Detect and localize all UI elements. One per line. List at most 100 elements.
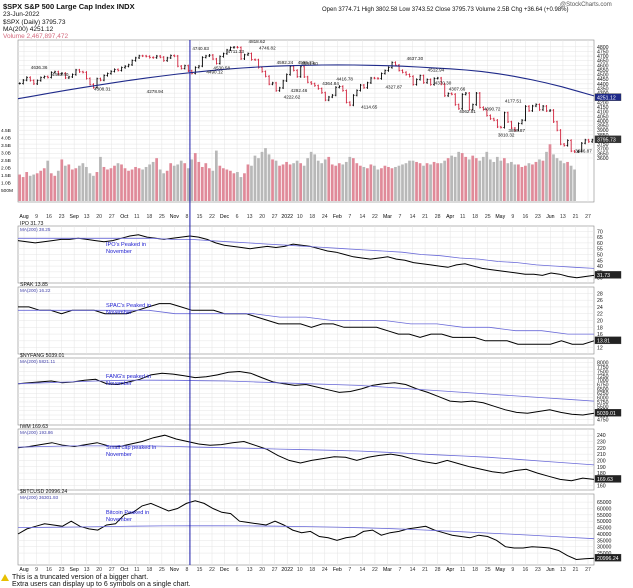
- x-tick-label-top: 27: [272, 214, 278, 220]
- x-tick-label-top: Oct: [120, 214, 129, 220]
- y-tick-label: 180: [597, 471, 606, 477]
- ipo-ma-line: [18, 237, 595, 269]
- volume-bar: [225, 169, 229, 201]
- price-label: 4062.51: [459, 109, 476, 114]
- volume-bar: [197, 161, 201, 201]
- y-tick-label: 200: [597, 458, 606, 464]
- x-tick-label-top: Apr: [446, 214, 454, 220]
- volume-bar: [78, 165, 81, 201]
- y-tick-label: 3700: [597, 147, 609, 153]
- y-tick-label: 26: [597, 298, 603, 304]
- y-tick-label: 7750: [597, 365, 609, 371]
- x-tick-label-top: 13: [560, 214, 566, 220]
- spak-last-value-box: [594, 336, 622, 345]
- volume-bar: [330, 164, 334, 201]
- volume-bar: [495, 156, 499, 201]
- volume-bar: [358, 165, 362, 201]
- x-tick-label-bottom: 10: [297, 567, 303, 573]
- x-tick-label-bottom: Mar: [383, 567, 392, 573]
- x-tick-label-bottom: 14: [410, 567, 416, 573]
- y-tick-label: 40000: [597, 532, 612, 538]
- y-tick-label: 190: [597, 465, 606, 471]
- y-tick-label: 4500: [597, 73, 609, 79]
- x-tick-label-bottom: 18: [146, 567, 152, 573]
- volume-bar: [545, 151, 548, 201]
- spak-legend-ma: MA(200) 16.22: [20, 288, 51, 293]
- volume-bar: [492, 161, 496, 201]
- ma-last-value: 4251.12: [597, 95, 616, 101]
- volume-bar: [397, 165, 401, 201]
- volume-bar: [151, 161, 155, 201]
- volume-bar: [141, 169, 144, 201]
- volume-bar: [109, 168, 113, 201]
- x-tick-label-top: 27: [585, 214, 591, 220]
- price-label: 4090.72: [484, 106, 501, 111]
- volume-bar: [288, 164, 292, 201]
- y-tick-label: 4200: [597, 100, 609, 106]
- x-tick-label-bottom: Nov: [170, 567, 180, 573]
- y-tick-label: 30: [597, 276, 603, 282]
- x-tick-label-bottom: 22: [372, 567, 378, 573]
- x-tick-label-bottom: 13: [247, 567, 253, 573]
- price-label: 4308.31: [94, 86, 111, 91]
- x-tick-label-top: Sep: [70, 214, 79, 220]
- nyfang-line: [17, 370, 595, 416]
- volume-bar: [162, 173, 166, 201]
- y-tick-label: 3750: [597, 142, 609, 148]
- volume-bar: [257, 158, 260, 201]
- x-tick-label-bottom: 28: [435, 567, 441, 573]
- ipo-annotation: November: [106, 249, 132, 255]
- volume-tick-label: 4.0B: [1, 136, 11, 142]
- y-tick-label: 220: [597, 446, 606, 452]
- x-tick-label-bottom: 23: [535, 567, 541, 573]
- volume-tick-label: 4.5B: [1, 128, 11, 134]
- volume-bar: [39, 170, 43, 201]
- x-tick-label-bottom: 27: [585, 567, 591, 573]
- warning-icon: [1, 574, 9, 581]
- volume-bar: [18, 174, 22, 201]
- volume-bar: [320, 163, 324, 201]
- volume-bar: [362, 166, 366, 201]
- x-tick-label-bottom: 8: [185, 567, 188, 573]
- price-label: 4370.30: [435, 81, 452, 86]
- volume-bar: [337, 163, 341, 201]
- volume-bar: [120, 164, 123, 201]
- x-tick-label-top: May: [495, 214, 505, 220]
- x-tick-label-top: Mar: [383, 214, 392, 220]
- volume-bar: [481, 156, 485, 201]
- y-tick-label: 24: [597, 305, 603, 311]
- y-tick-label: 3600: [597, 156, 609, 162]
- x-tick-label-bottom: 22: [209, 567, 215, 573]
- x-tick-label-top: 22: [209, 214, 215, 220]
- y-tick-label: 60: [597, 241, 603, 247]
- volume-bar: [172, 165, 176, 201]
- x-tick-label-bottom: 24: [322, 567, 328, 573]
- y-tick-label: 7500: [597, 369, 609, 375]
- volume-bar: [137, 168, 141, 201]
- volume-bar: [443, 160, 446, 201]
- volume-bar: [271, 159, 274, 201]
- volume-bar: [85, 166, 88, 201]
- volume-bar: [190, 159, 194, 201]
- volume-bar: [506, 163, 510, 201]
- ipo-last-value-box: [594, 271, 622, 279]
- btcusd-legend-ma: MA(200) 36301.93: [20, 495, 58, 500]
- y-tick-label: 55000: [597, 513, 612, 519]
- iwm-last-value-box: [594, 475, 622, 483]
- volume-bar: [155, 158, 158, 201]
- y-tick-label: 5750: [597, 400, 609, 406]
- panel-frame-3: [17, 357, 595, 426]
- btcusd-legend: $BTCUSD 20996.24: [20, 489, 67, 495]
- iwm-annotation: November: [106, 452, 132, 458]
- y-tick-label: 4350: [597, 86, 609, 92]
- nyfang-annotation: November: [106, 381, 132, 387]
- x-tick-label-top: 15: [197, 214, 203, 220]
- y-tick-label: 4650: [597, 59, 609, 65]
- btcusd-last-value-box: [594, 553, 622, 562]
- x-tick-label-top: 18: [309, 214, 315, 220]
- volume-bar: [517, 164, 520, 201]
- volume-bar: [309, 151, 313, 201]
- x-tick-label-bottom: 13: [560, 567, 566, 573]
- volume-bar: [214, 150, 218, 201]
- volume-bar: [527, 163, 531, 201]
